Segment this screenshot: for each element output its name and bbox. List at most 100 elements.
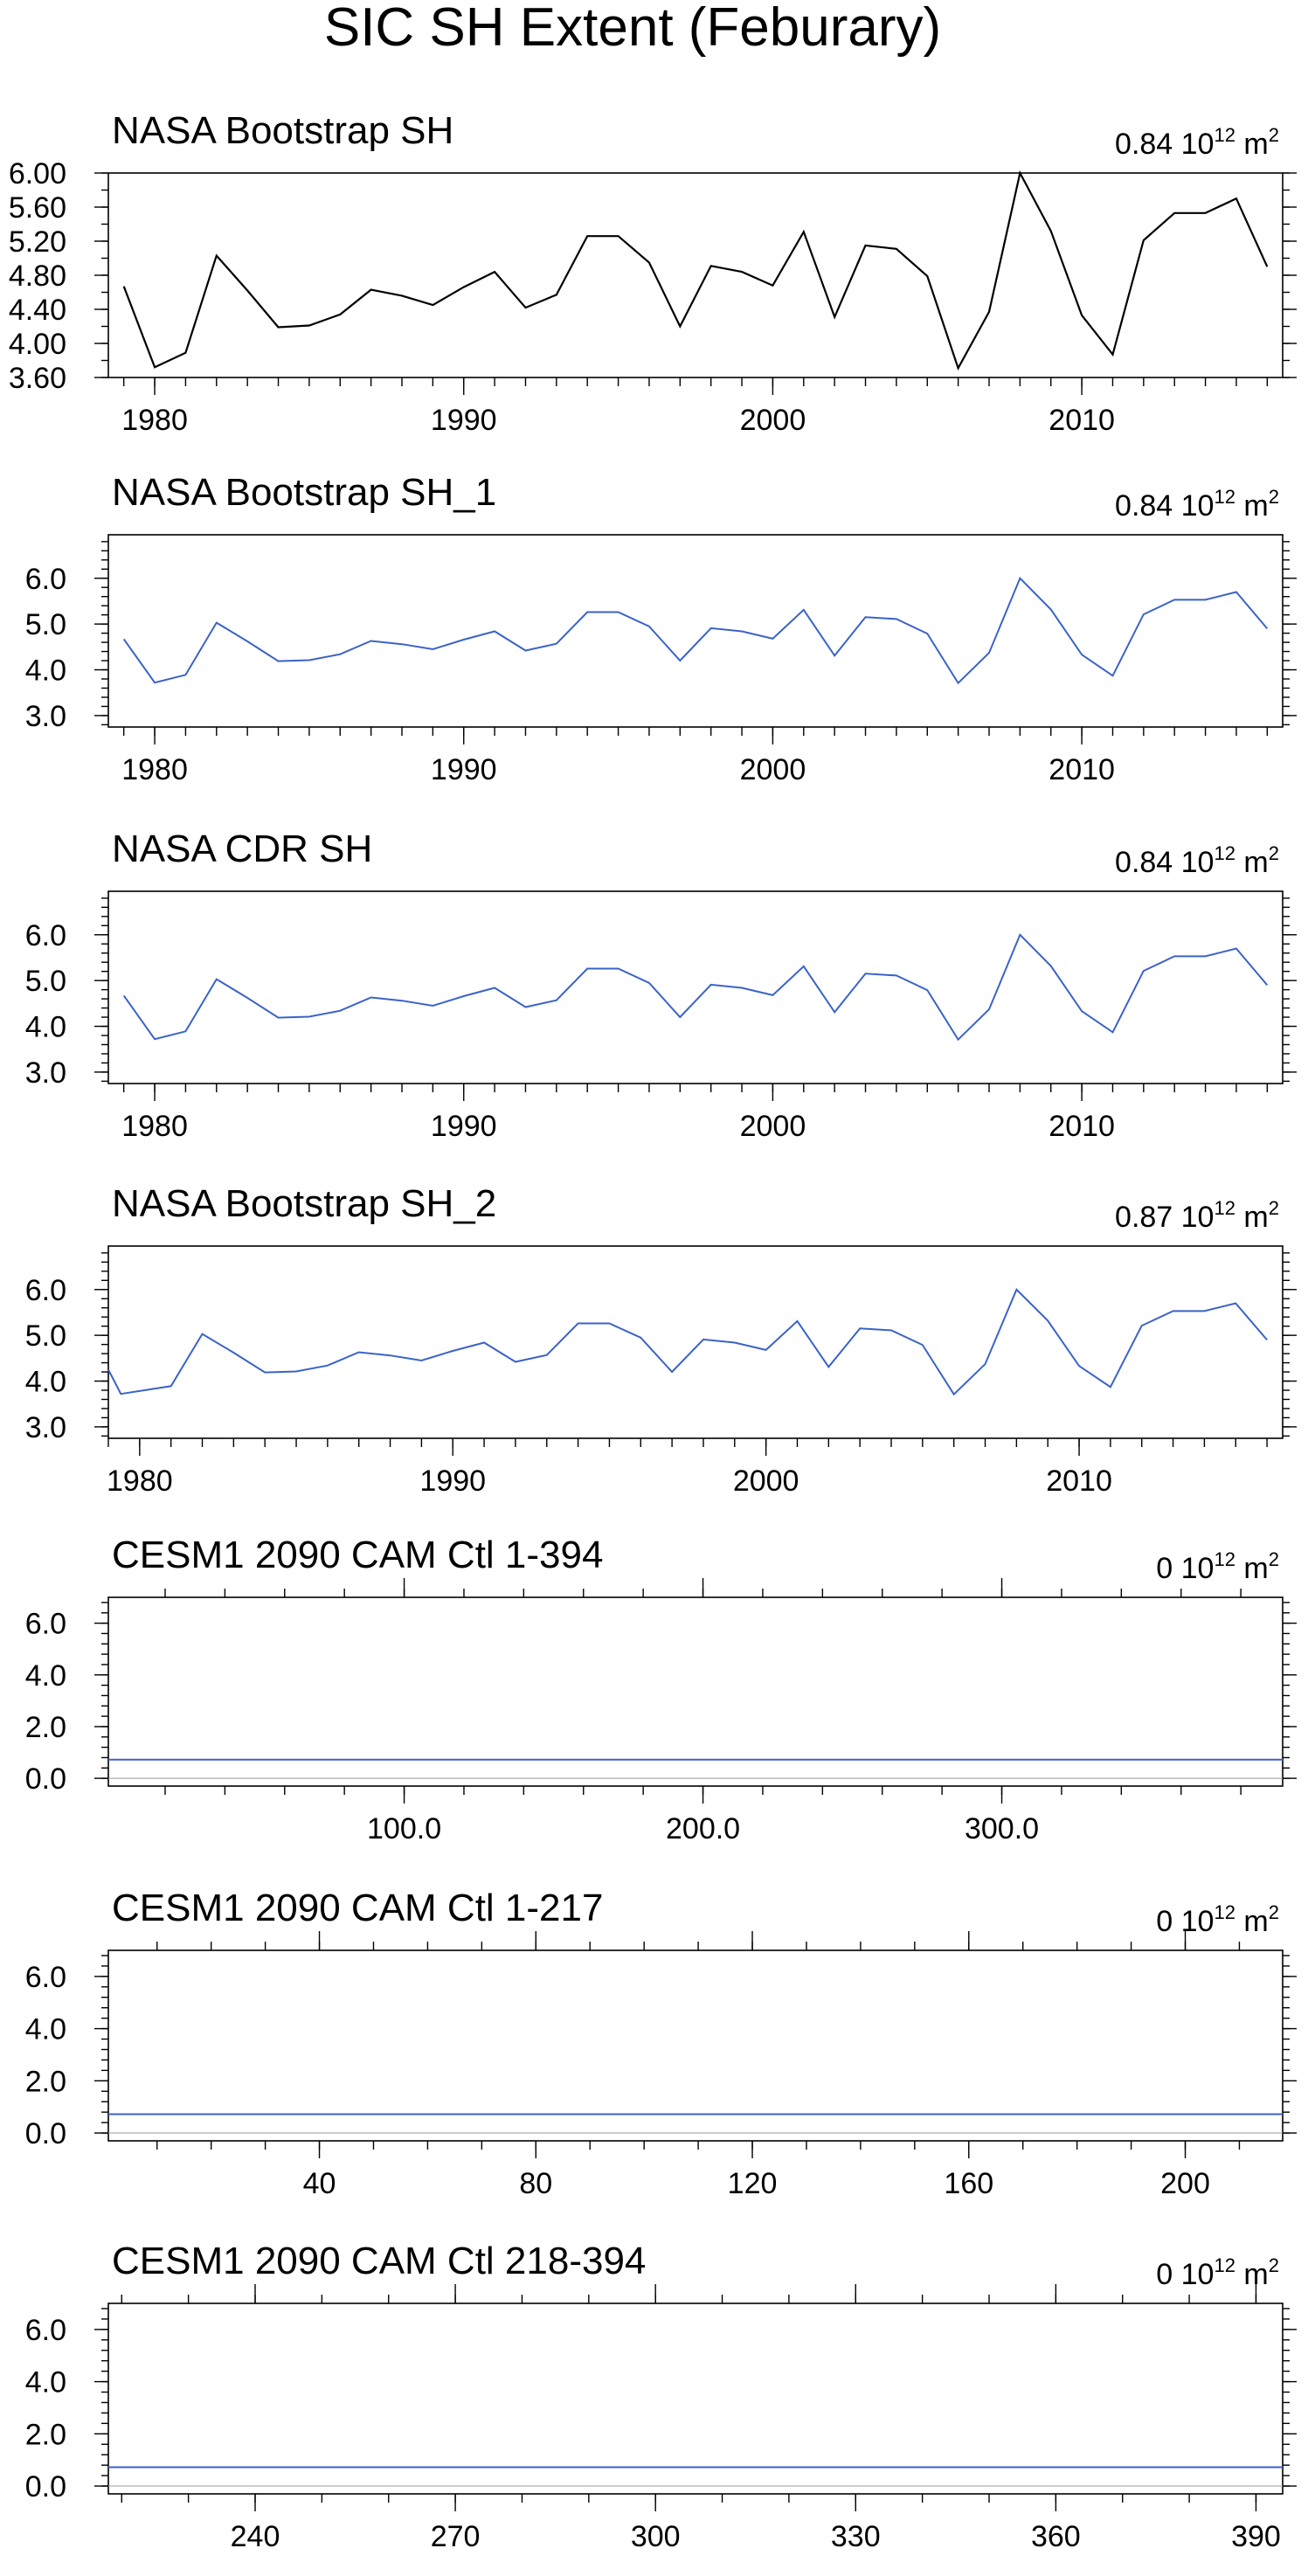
axis-ticks [94, 1578, 1297, 1804]
x-tick-label: 2010 [1046, 1465, 1112, 1498]
x-tick-label: 300.0 [965, 1812, 1039, 1845]
y-tick-label: 6.0 [25, 1961, 66, 1994]
y-tick-label: 6.0 [25, 563, 66, 596]
axis-ticks [94, 1252, 1297, 1456]
x-tick-label: 1980 [121, 753, 188, 786]
y-tick-label: 4.0 [25, 654, 66, 688]
x-tick-label: 200.0 [666, 1812, 740, 1845]
y-tick-label: 5.60 [9, 191, 66, 225]
x-tick-label: 100.0 [367, 1812, 441, 1845]
x-tick-label: 1990 [431, 753, 497, 786]
series-line [122, 577, 1269, 685]
panel-4: NASA Bootstrap SH_2 0.87 1012 m2 1980 1990 2… [25, 1182, 1297, 1498]
y-tick-label: 5.20 [9, 225, 66, 259]
y-tick-label: 5.0 [25, 608, 66, 641]
x-tick-label: 80 [519, 2167, 552, 2200]
x-tick-label: 2010 [1049, 404, 1115, 437]
y-tick-label: 3.60 [9, 362, 66, 395]
y-tick-label: 3.0 [25, 700, 66, 733]
x-tick-label: 390 [1231, 2520, 1281, 2553]
panel-stack: NASA Bootstrap SH 0.84 1012 m2 1980 1990 200… [9, 109, 1297, 2553]
y-tick-label: 4.0 [25, 1659, 66, 1693]
x-tick-label: 1990 [431, 1110, 497, 1143]
panel-title: CESM1 2090 CAM Ctl 1-217 [112, 1887, 603, 1929]
panel-units-stat: 0.84 1012 m2 [1115, 842, 1279, 879]
panel-units-stat: 0.84 1012 m2 [1115, 486, 1279, 523]
x-tick-label: 1980 [121, 1110, 188, 1143]
y-tick-label: 6.0 [25, 2314, 66, 2347]
panel-2: NASA Bootstrap SH_1 0.84 1012 m2 1980 1990 2… [25, 471, 1297, 786]
y-tick-label: 4.0 [25, 1011, 66, 1044]
x-tick-label: 2000 [740, 753, 806, 786]
y-tick-label: 0.0 [25, 2117, 66, 2150]
x-tick-label: 300 [631, 2520, 681, 2553]
y-tick-label: 5.0 [25, 1319, 66, 1353]
panel-units-stat: 0.87 1012 m2 [1115, 1197, 1279, 1234]
plot-frame [107, 1949, 1284, 2142]
y-tick-label: 2.0 [25, 2065, 66, 2098]
x-tick-label: 2000 [740, 1110, 806, 1143]
panel-units-stat: 0.84 1012 m2 [1115, 124, 1279, 161]
axis-ticks [94, 541, 1297, 744]
axis-ticks [94, 2284, 1297, 2511]
series-line [107, 1288, 1268, 1396]
y-tick-label: 0.0 [25, 2470, 66, 2503]
panel-title: CESM1 2090 CAM Ctl 218-394 [112, 2240, 646, 2282]
x-tick-label: 40 [303, 2167, 336, 2200]
y-tick-label: 3.0 [25, 1411, 66, 1444]
panel-units-stat: 0 1012 m2 [1156, 1901, 1279, 1938]
axis-ticks [94, 897, 1297, 1101]
y-tick-label: 6.0 [25, 1608, 66, 1641]
plot-frame [107, 1596, 1284, 1787]
y-tick-label: 4.0 [25, 2013, 66, 2046]
y-tick-label: 0.0 [25, 1762, 66, 1796]
y-tick-label: 6.0 [25, 919, 66, 952]
axis-ticks [94, 172, 1297, 395]
panel-6: CESM1 2090 CAM Ctl 1-217 0 1012 m2 40 80 120… [25, 1887, 1297, 2200]
panel-units-stat: 0 1012 m2 [1156, 1548, 1279, 1585]
panel-title: CESM1 2090 CAM Ctl 1-394 [112, 1534, 603, 1576]
panel-title: NASA Bootstrap SH [112, 109, 453, 152]
y-tick-label: 6.0 [25, 1274, 66, 1307]
panel-title: NASA Bootstrap SH_1 [112, 471, 496, 514]
panel-title: NASA Bootstrap SH_2 [112, 1182, 496, 1225]
y-tick-label: 4.0 [25, 1366, 66, 1399]
plot-frame [107, 890, 1284, 1084]
x-tick-label: 2010 [1049, 753, 1115, 786]
plot-frame [107, 534, 1284, 728]
x-tick-label: 240 [231, 2520, 280, 2553]
panel-1: NASA Bootstrap SH 0.84 1012 m2 1980 1990 200… [9, 109, 1297, 437]
x-tick-label: 1980 [107, 1465, 173, 1498]
x-tick-label: 1990 [419, 1465, 486, 1498]
x-tick-label: 2000 [740, 404, 806, 437]
y-tick-label: 3.0 [25, 1056, 66, 1090]
panel-title: NASA CDR SH [112, 828, 372, 870]
x-tick-label: 360 [1031, 2520, 1081, 2553]
panel-7: CESM1 2090 CAM Ctl 218-394 0 1012 m2 240 27… [25, 2240, 1297, 2553]
y-tick-label: 4.0 [25, 2366, 66, 2399]
axis-ticks [94, 1931, 1297, 2158]
y-tick-label: 4.80 [9, 260, 66, 293]
x-tick-label: 330 [831, 2520, 881, 2553]
y-tick-label: 2.0 [25, 2418, 66, 2451]
series-line [122, 170, 1269, 371]
plot-frame [107, 1245, 1284, 1439]
x-tick-label: 270 [431, 2520, 481, 2553]
x-tick-label: 160 [944, 2167, 993, 2200]
y-tick-label: 4.00 [9, 328, 66, 361]
y-tick-label: 4.40 [9, 294, 66, 327]
series-line [122, 933, 1269, 1042]
x-tick-label: 2000 [733, 1465, 799, 1498]
panel-5: CESM1 2090 CAM Ctl 1-394 0 1012 m2 100.0 20… [25, 1534, 1297, 1845]
y-tick-label: 5.0 [25, 965, 66, 998]
panel-units-stat: 0 1012 m2 [1156, 2254, 1279, 2291]
x-tick-label: 1980 [121, 404, 188, 437]
y-tick-label: 6.00 [9, 157, 66, 190]
y-tick-label: 2.0 [25, 1711, 66, 1744]
x-tick-label: 120 [728, 2167, 778, 2200]
x-tick-label: 200 [1160, 2167, 1210, 2200]
x-tick-label: 2010 [1049, 1110, 1115, 1143]
x-tick-label: 1990 [431, 404, 497, 437]
plot-frame [107, 2302, 1284, 2495]
